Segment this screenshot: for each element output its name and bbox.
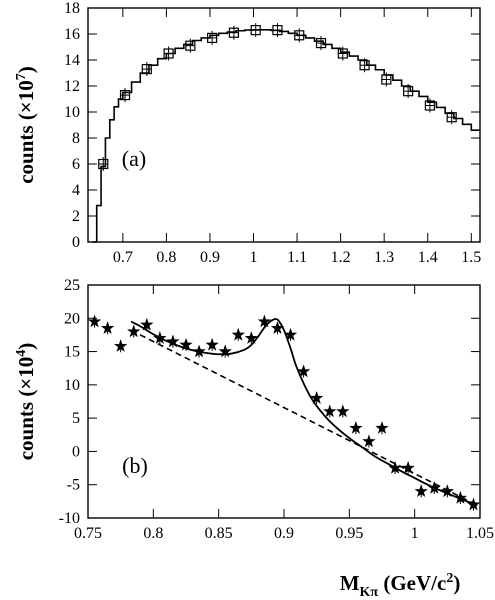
y-tick-label: 25 [64, 277, 80, 294]
data-point [231, 327, 245, 341]
y-tick-label: 14 [64, 52, 80, 69]
x-axis-label-main: M [340, 571, 360, 595]
data-point [296, 364, 311, 378]
data-point [218, 344, 232, 358]
x-tick-label: 0.7 [113, 249, 133, 266]
data-point [179, 337, 193, 351]
x-tick-label: 1.1 [287, 249, 307, 266]
y-axis-label-exponent: 4 [14, 350, 29, 357]
x-tick-label: 1.2 [331, 249, 351, 266]
y-tick-label: 16 [64, 26, 80, 43]
y-tick-label: 15 [64, 344, 80, 361]
y-tick-label: 6 [72, 156, 80, 173]
y-axis-label-close: ) [14, 66, 38, 73]
y-axis-label: counts (×107) [14, 66, 38, 184]
data-point [166, 334, 180, 348]
panel-label: (a) [122, 146, 146, 171]
data-point [127, 324, 141, 338]
y-tick-label: 2 [72, 208, 80, 225]
y-tick-label: 0 [72, 443, 80, 460]
y-tick-label: 20 [64, 310, 80, 327]
data-point [336, 404, 350, 418]
x-tick-label: 0.95 [335, 525, 363, 542]
data-point [205, 337, 219, 351]
histogram-line [92, 29, 480, 243]
x-tick-label: 1 [250, 249, 258, 266]
data-point [323, 404, 337, 418]
x-axis-label-close: ) [453, 571, 460, 595]
y-axis-label-text: counts (×10 [14, 357, 38, 461]
y-tick-label: 12 [64, 78, 80, 95]
y-tick-label: 4 [72, 182, 80, 199]
data-point [153, 331, 167, 344]
data-point [427, 481, 441, 494]
x-tick-label: 0.85 [205, 525, 233, 542]
x-tick-label: 0.9 [274, 525, 294, 542]
panel-label: (b) [122, 453, 148, 478]
x-tick-label: 1 [411, 525, 419, 542]
x-tick-label: 0.9 [200, 249, 220, 266]
data-point [192, 344, 206, 358]
data-point [401, 461, 415, 474]
x-tick-label: 0.8 [143, 525, 163, 542]
data-point [114, 339, 128, 352]
data-point [244, 331, 258, 344]
x-axis-label-subscript: Kπ [360, 585, 379, 600]
data-point [100, 321, 115, 334]
x-tick-label: 0.75 [74, 525, 102, 542]
data-point [466, 497, 481, 511]
data-point [414, 484, 428, 498]
y-axis-label: counts (×104) [14, 343, 38, 461]
y-tick-label: -5 [67, 477, 80, 494]
data-point [375, 421, 389, 434]
data-point [440, 484, 454, 498]
x-tick-label: 0.8 [156, 249, 176, 266]
data-point [283, 327, 298, 341]
plot-frame [87, 7, 481, 243]
x-axis-label-unit-exponent: 2 [446, 571, 453, 586]
data-point [257, 314, 272, 328]
y-tick-label: 5 [72, 410, 80, 427]
x-tick-label: 1.05 [466, 525, 494, 542]
y-axis-label-text: counts (×10 [14, 80, 38, 184]
y-axis-label-close: ) [14, 343, 38, 350]
data-point [310, 391, 324, 404]
data-point [140, 317, 154, 331]
y-tick-label: 18 [64, 0, 80, 17]
y-tick-label: -10 [59, 510, 80, 527]
x-axis-label-unit: (GeV/c [378, 571, 446, 595]
y-tick-label: 8 [72, 130, 80, 147]
data-point [453, 491, 468, 504]
y-axis-label-exponent: 7 [14, 73, 29, 80]
panel-b: 0.75 0.8 0.85 0.9 0.95 1 1.05 -10 -5 0 5 10 15 20 25 co… [14, 277, 494, 600]
background-fit-line [130, 329, 478, 507]
y-tick-label: 10 [64, 377, 80, 394]
data-point [388, 461, 402, 474]
panel-a: 0.7 0.8 0.9 1 1.1 1.2 1.3 1.4 1.5 0 2 4 6 8 10 12 14 16 18… [14, 0, 481, 266]
x-axis-label: MKπ (GeV/c2) [340, 571, 461, 600]
data-point [362, 434, 376, 448]
x-tick-label: 1.4 [418, 249, 438, 266]
x-tick-label: 1.3 [374, 249, 394, 266]
x-tick-label: 1.5 [461, 249, 481, 266]
y-tick-label: 0 [72, 234, 80, 251]
y-tick-label: 10 [64, 104, 80, 121]
data-point [349, 421, 363, 434]
data-point [270, 321, 285, 334]
data-point [87, 314, 102, 328]
